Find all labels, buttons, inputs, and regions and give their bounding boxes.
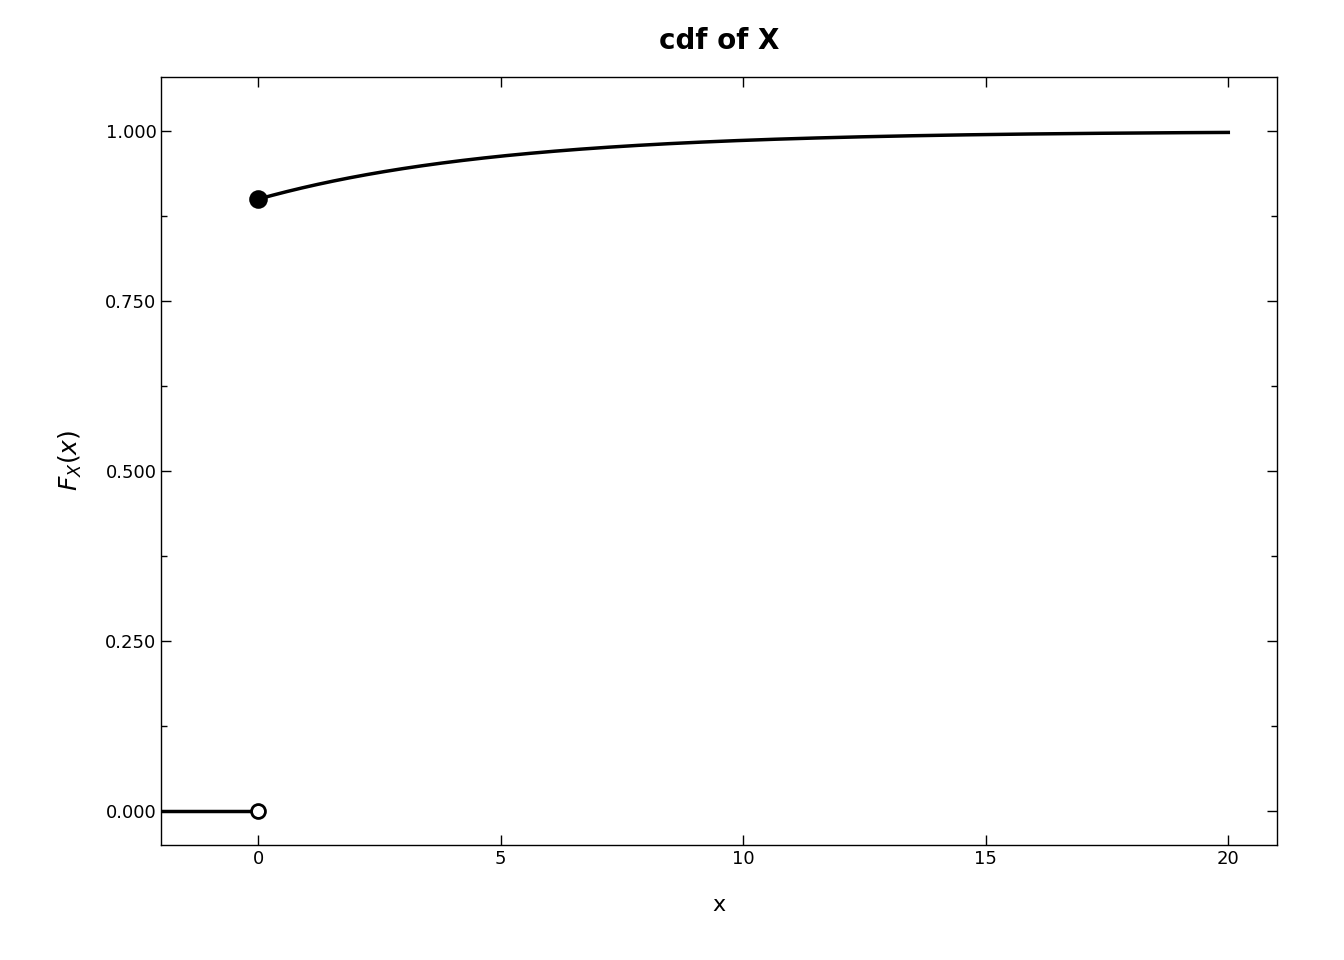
Point bbox=[247, 191, 269, 206]
X-axis label: x: x bbox=[712, 896, 726, 916]
Point bbox=[247, 804, 269, 819]
Y-axis label: $F_X(x)$: $F_X(x)$ bbox=[58, 430, 85, 492]
Title: cdf of X: cdf of X bbox=[659, 27, 780, 55]
